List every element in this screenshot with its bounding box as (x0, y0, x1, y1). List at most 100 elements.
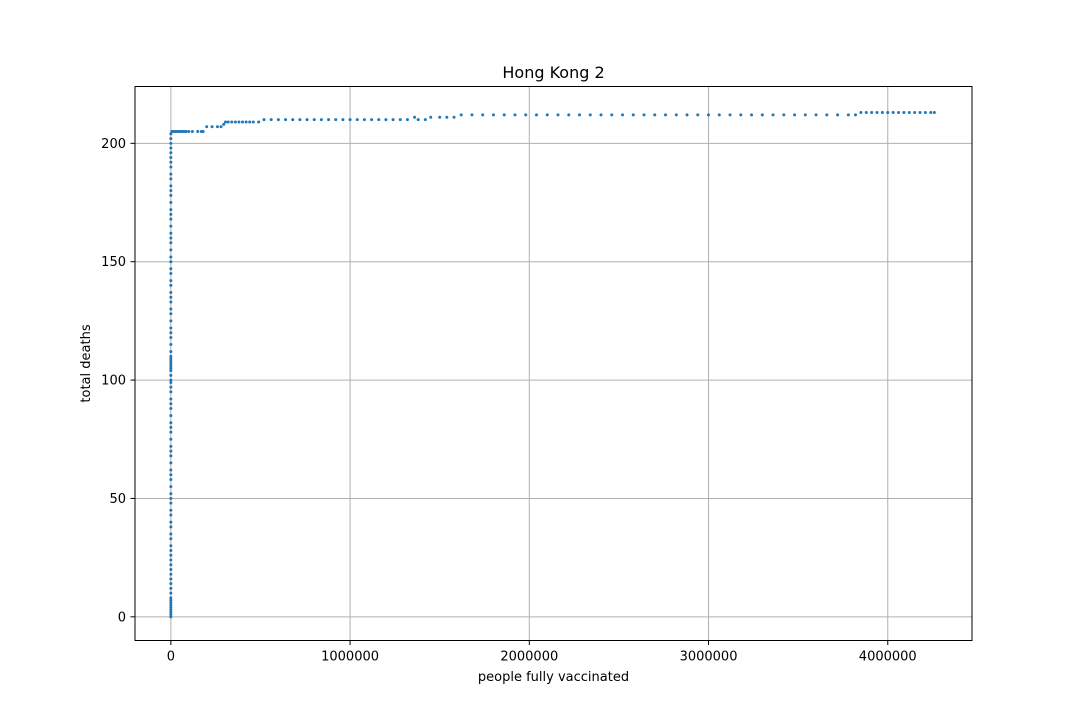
data-point (642, 113, 646, 117)
data-point (599, 113, 603, 117)
data-point (825, 113, 829, 117)
data-point (327, 118, 331, 122)
data-point (187, 129, 191, 133)
data-point (169, 508, 173, 512)
data-point (588, 113, 592, 117)
plot-frame (134, 86, 973, 641)
data-point (534, 113, 538, 117)
data-point (653, 113, 657, 117)
data-point (870, 111, 874, 115)
data-point (169, 283, 173, 287)
data-point (169, 193, 173, 197)
data-point (398, 118, 402, 122)
data-point (348, 118, 352, 122)
data-point (169, 563, 173, 567)
data-point (631, 113, 635, 117)
data-point (169, 513, 173, 517)
data-point (244, 120, 248, 124)
data-point (405, 118, 409, 122)
data-point (836, 113, 840, 117)
data-point (219, 125, 223, 129)
data-point (524, 113, 528, 117)
data-point (750, 113, 754, 117)
data-point (918, 111, 922, 115)
data-point (169, 319, 173, 323)
data-point (169, 378, 173, 382)
data-point (169, 430, 173, 434)
data-point (169, 364, 173, 368)
data-point (169, 553, 173, 557)
data-point (169, 549, 173, 553)
data-point (664, 113, 668, 117)
data-point (169, 307, 173, 311)
data-point (891, 111, 895, 115)
data-point (169, 241, 173, 245)
data-point (169, 369, 173, 373)
data-point (169, 390, 173, 394)
data-point (334, 118, 338, 122)
data-point (169, 501, 173, 505)
data-point (169, 350, 173, 354)
data-point (169, 248, 173, 252)
data-point (169, 357, 173, 361)
data-point (233, 120, 237, 124)
data-point (169, 212, 173, 216)
data-point (577, 113, 581, 117)
data-point (169, 359, 173, 363)
data-point (169, 326, 173, 330)
data-point (355, 118, 359, 122)
data-point (291, 118, 295, 122)
data-point (621, 113, 625, 117)
data-point (169, 354, 173, 358)
data-point (169, 279, 173, 283)
data-point (169, 380, 173, 384)
data-point (169, 461, 173, 465)
data-point (169, 177, 173, 181)
data-point (169, 331, 173, 335)
data-point (384, 118, 388, 122)
data-point (913, 111, 917, 115)
data-point (169, 373, 173, 377)
data-point (169, 172, 173, 176)
data-point (190, 129, 194, 133)
data-point (319, 118, 323, 122)
data-point (814, 113, 818, 117)
data-point (341, 118, 345, 122)
data-point (438, 115, 442, 119)
data-point (674, 113, 678, 117)
data-point (169, 201, 173, 205)
data-point (169, 567, 173, 571)
data-point (169, 141, 173, 145)
data-point (803, 113, 807, 117)
data-point (169, 300, 173, 304)
data-point (377, 118, 381, 122)
data-point (169, 231, 173, 235)
data-point (445, 115, 449, 119)
data-point (707, 113, 711, 117)
data-point (230, 120, 234, 124)
chart-title: Hong Kong 2 (502, 63, 604, 82)
data-point (224, 120, 228, 124)
data-point (169, 558, 173, 562)
data-point (257, 120, 261, 124)
data-point (169, 343, 173, 347)
data-point (169, 437, 173, 441)
data-point (201, 129, 205, 133)
data-point (880, 111, 884, 115)
data-point (859, 111, 863, 115)
data-point (205, 125, 209, 129)
data-point (169, 421, 173, 425)
data-point (169, 492, 173, 496)
data-point (169, 312, 173, 316)
data-point (739, 113, 743, 117)
data-point (423, 118, 427, 122)
x-axis-label: people fully vaccinated (478, 670, 629, 685)
data-point (169, 532, 173, 536)
data-point (685, 113, 689, 117)
data-point (169, 224, 173, 228)
data-point (897, 111, 901, 115)
data-point (215, 125, 219, 129)
data-point (169, 520, 173, 524)
data-point (169, 385, 173, 389)
